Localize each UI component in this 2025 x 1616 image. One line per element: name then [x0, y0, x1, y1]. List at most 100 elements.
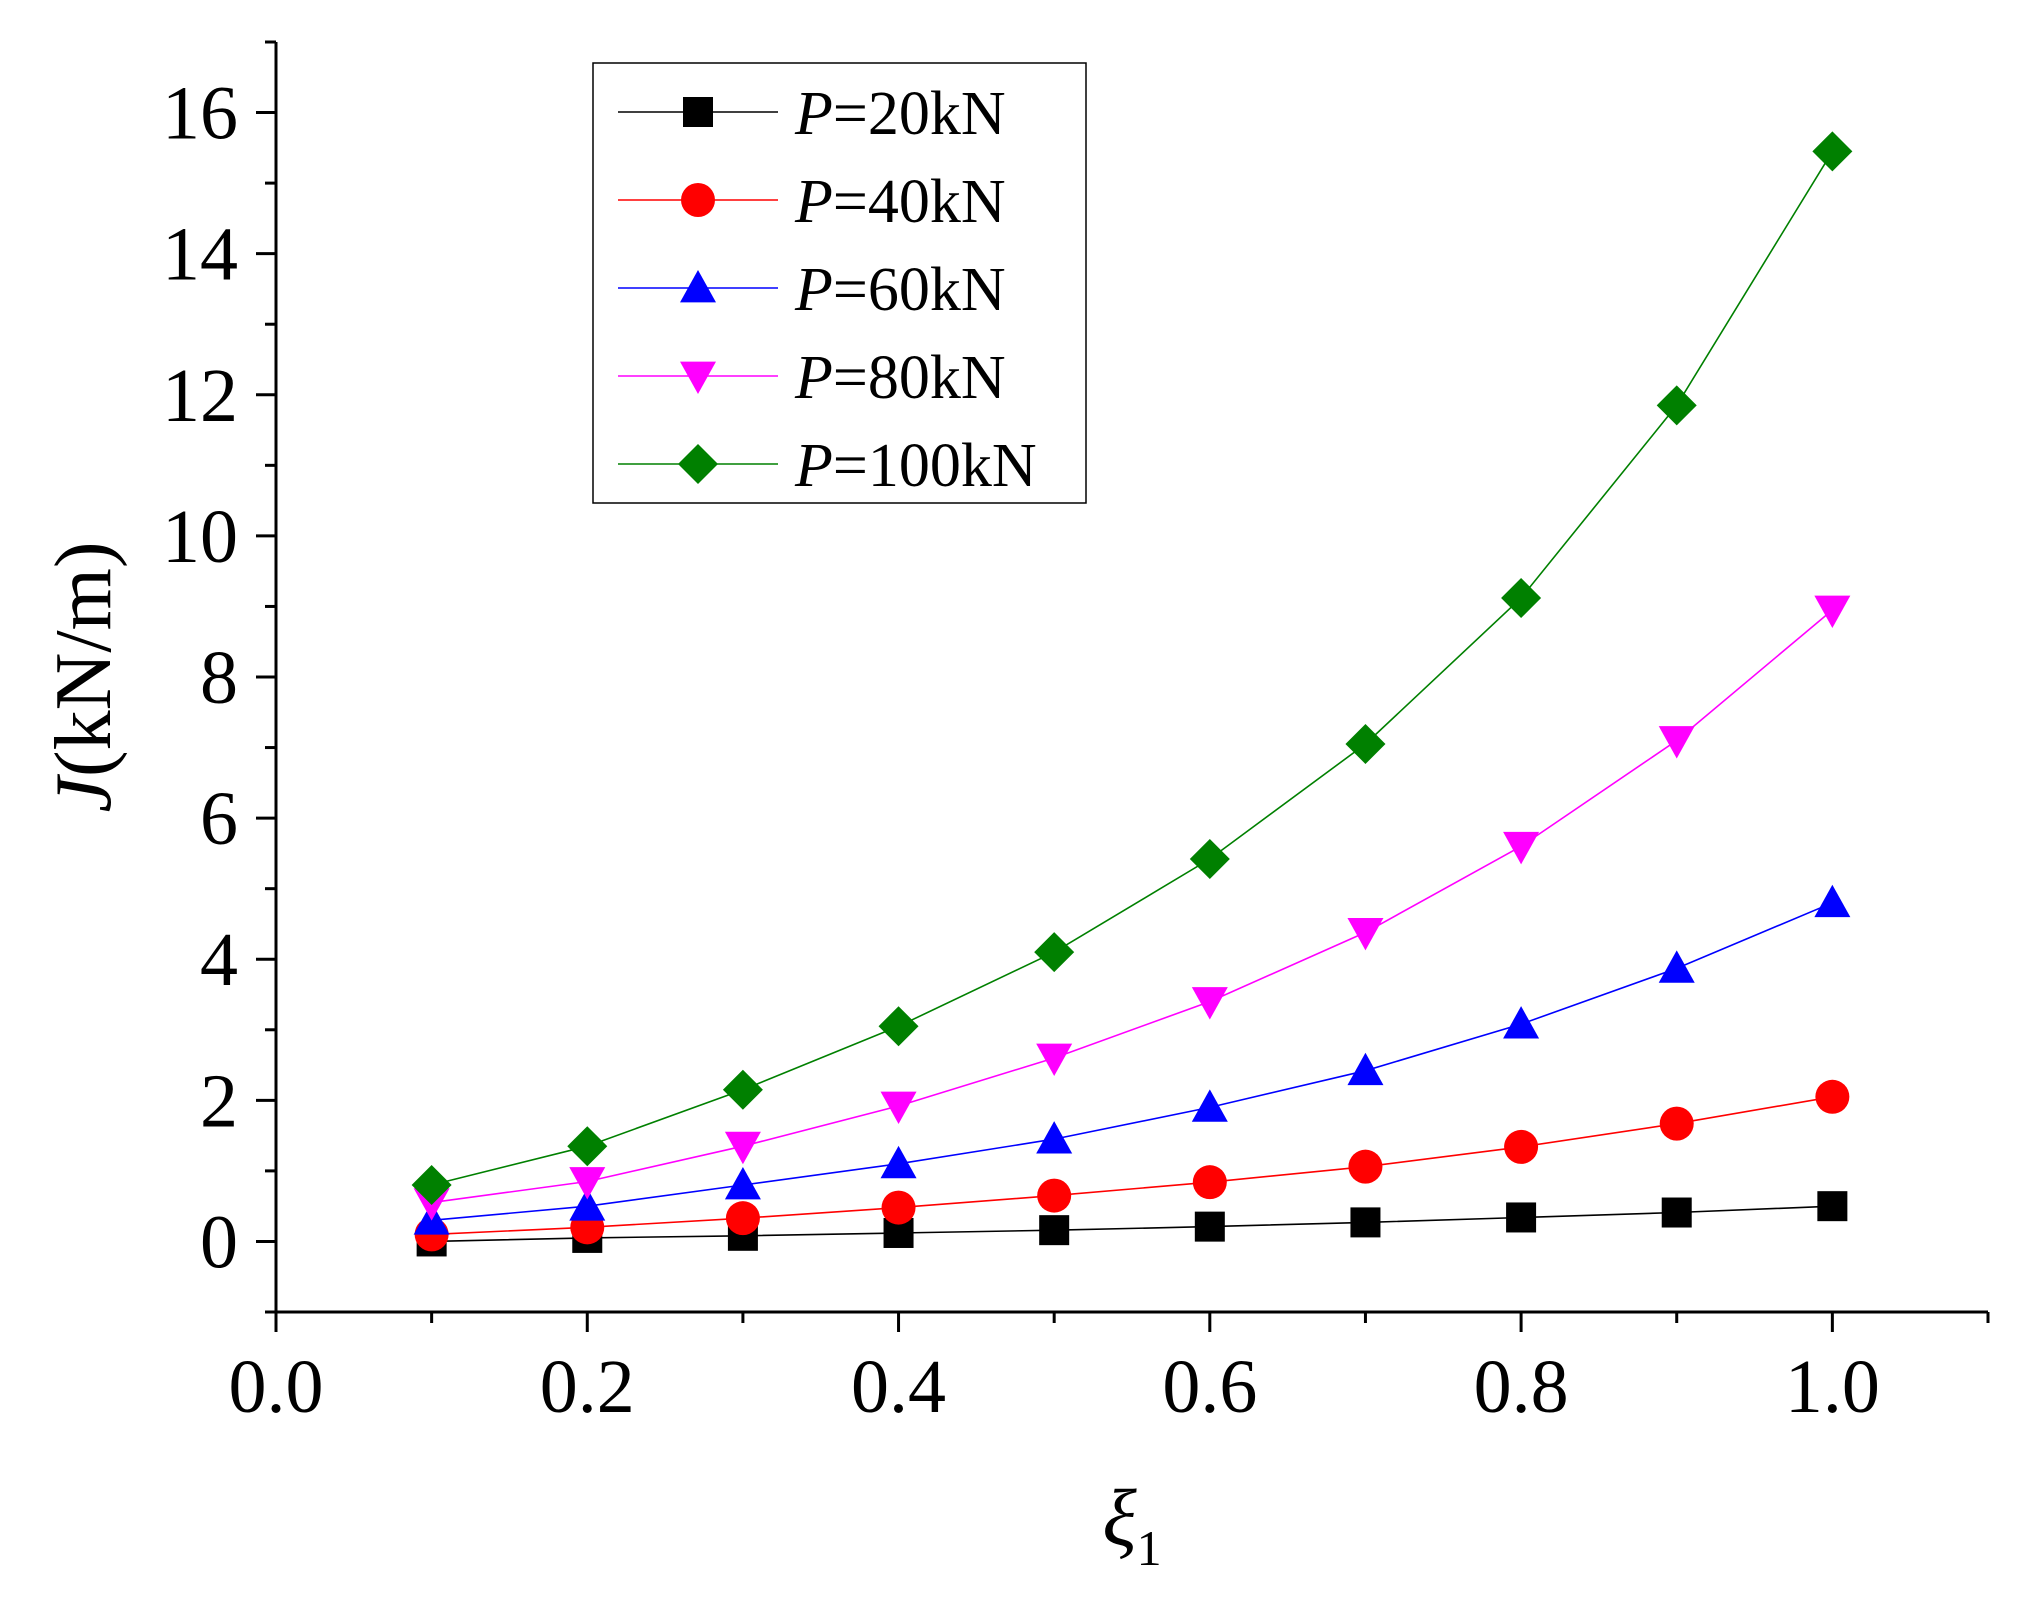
triangle-up-marker [1347, 1052, 1384, 1086]
square-marker [1194, 1211, 1225, 1242]
legend-value: =80kN [833, 344, 1006, 412]
triangle-up-marker [1036, 1121, 1073, 1154]
circle-marker [1504, 1129, 1539, 1164]
diamond-marker [1656, 385, 1697, 426]
circle-marker [1192, 1165, 1227, 1200]
square-marker [1506, 1202, 1537, 1233]
y-tick-label: 4 [200, 918, 238, 1002]
triangle-down-marker [1814, 595, 1851, 628]
y-tick-label: 8 [200, 636, 238, 720]
legend-variable: P [794, 432, 833, 500]
diamond-marker [1501, 577, 1542, 618]
y-tick-label: 14 [162, 213, 238, 297]
x-tick-label: 1.0 [1785, 1345, 1880, 1429]
legend-label: P=20kN [794, 80, 1006, 148]
circle-marker [1659, 1106, 1694, 1141]
x-tick-label: 0.8 [1474, 1345, 1569, 1429]
x-axis-subscript: 1 [1137, 1520, 1162, 1576]
y-tick-label: 2 [200, 1059, 238, 1143]
circle-marker [681, 183, 715, 217]
series-line [431, 609, 1833, 1204]
y-tick-label: 16 [162, 72, 238, 156]
diamond-marker [411, 1165, 452, 1205]
diamond-marker [878, 1006, 919, 1047]
triangle-down-marker [680, 361, 716, 394]
diamond-marker [722, 1069, 763, 1110]
triangle-down-marker [1191, 987, 1228, 1020]
x-tick-label: 0.6 [1162, 1345, 1257, 1429]
series-p-60kn [413, 884, 1851, 1235]
legend-value: =20kN [833, 80, 1006, 148]
legend-box [592, 62, 1087, 504]
legend-variable: P [794, 168, 833, 236]
legend-item: P=80kN [618, 344, 1006, 412]
circle-marker [1815, 1079, 1850, 1114]
y-tick-label: 6 [200, 777, 238, 861]
diamond-marker [1034, 932, 1075, 973]
circle-marker [881, 1190, 916, 1225]
diamond-marker [1189, 839, 1230, 880]
y-tick-label: 0 [200, 1200, 238, 1284]
triangle-up-marker [1191, 1089, 1228, 1122]
legend-label: P=40kN [794, 168, 1006, 236]
square-marker [683, 97, 713, 127]
legend-item: P=20kN [618, 80, 1006, 148]
series-line [431, 902, 1833, 1222]
square-marker [1661, 1197, 1692, 1228]
square-marker [1817, 1191, 1848, 1222]
triangle-down-marker [1658, 726, 1695, 759]
x-tick-label: 0.0 [229, 1345, 324, 1429]
triangle-up-marker [880, 1145, 917, 1179]
triangle-up-marker [1658, 950, 1695, 983]
triangle-down-marker [1347, 918, 1384, 951]
legend-item: P=40kN [618, 168, 1006, 236]
triangle-up-marker [1503, 1006, 1540, 1039]
legend-variable: P [794, 256, 833, 324]
triangle-up-marker [724, 1167, 761, 1200]
square-marker [1039, 1215, 1070, 1246]
diamond-marker [1812, 131, 1853, 172]
diamond-marker [1345, 724, 1386, 765]
legend-variable: P [794, 344, 833, 412]
triangle-down-marker [1503, 831, 1540, 865]
diamond-marker [567, 1126, 608, 1167]
x-axis-title: ξ1 [1102, 1475, 1161, 1576]
x-tick-label: 0.4 [851, 1345, 946, 1429]
series-p-40kn [414, 1079, 1850, 1252]
series-layer [411, 131, 1853, 1257]
series-p-100kn [411, 131, 1853, 1205]
y-tick-label: 10 [162, 495, 238, 579]
circle-marker [1348, 1149, 1383, 1184]
diamond-marker [678, 444, 718, 484]
legend-label: P=60kN [794, 256, 1006, 324]
legend-item: P=100kN [618, 432, 1037, 500]
series-p-80kn [413, 595, 1851, 1221]
y-axis-title: J(kN/m) [40, 541, 128, 812]
legend-label: P=100kN [794, 432, 1037, 500]
y-tick-label: 12 [162, 354, 238, 438]
triangle-down-marker [569, 1167, 606, 1200]
axis-titles: ξ1 J(kN/m) [40, 541, 1162, 1576]
legend-variable: P [794, 80, 833, 148]
x-tick-label: 0.2 [540, 1345, 635, 1429]
triangle-up-marker [680, 270, 716, 303]
x-axis-variable: ξ [1102, 1475, 1137, 1563]
axes: 0.0 0.2 0.4 0.6 0.8 1.0 0 2 4 6 8 10 12 14 16 [162, 40, 1990, 1429]
legend-value: =60kN [833, 256, 1006, 324]
circle-marker [1037, 1178, 1072, 1213]
series-line [431, 1205, 1833, 1243]
legend-label: P=80kN [794, 344, 1006, 412]
triangle-down-marker [880, 1091, 917, 1124]
triangle-up-marker [569, 1188, 606, 1221]
y-axis-unit: (kN/m) [40, 541, 128, 777]
triangle-down-marker [724, 1131, 761, 1165]
square-marker [1350, 1207, 1381, 1238]
y-axis-variable: J [40, 774, 128, 813]
legend-item: P=60kN [618, 256, 1006, 324]
series-line [431, 150, 1834, 1186]
circle-marker [725, 1201, 760, 1236]
legend-value: =40kN [833, 168, 1006, 236]
series-line [431, 1096, 1833, 1236]
